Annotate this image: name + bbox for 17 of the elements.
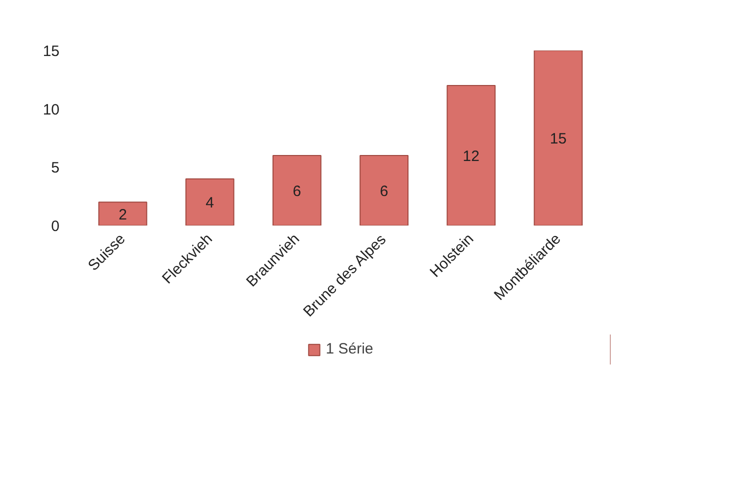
bar — [446, 85, 496, 226]
legend-label: 1 Série — [326, 340, 374, 358]
data-label: 6 — [380, 183, 388, 200]
y-tick-label: 0 — [51, 218, 60, 235]
y-tick-label: 15 — [42, 43, 60, 60]
bar — [98, 202, 148, 226]
bar — [185, 178, 234, 226]
bar — [272, 155, 322, 226]
y-tick-label: 5 — [51, 160, 60, 177]
bar — [534, 50, 583, 226]
data-label: 6 — [292, 183, 302, 200]
data-label: 2 — [118, 206, 127, 224]
y-tick-label: 10 — [42, 101, 60, 118]
data-label: 12 — [462, 148, 480, 165]
data-label: 15 — [550, 130, 567, 148]
bar — [360, 155, 408, 226]
data-label: 4 — [206, 194, 214, 212]
